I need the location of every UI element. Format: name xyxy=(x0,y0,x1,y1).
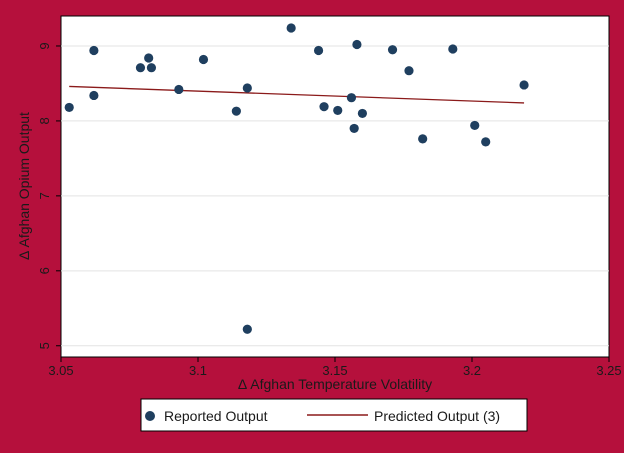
legend-marker-reported xyxy=(145,411,155,421)
legend: Reported Output Predicted Output (3) xyxy=(140,398,528,432)
y-axis: 5 6 7 8 9 xyxy=(37,42,61,349)
y-tick-label: 8 xyxy=(37,117,52,124)
reported-output-point xyxy=(519,80,529,90)
reported-output-point xyxy=(470,120,480,131)
reported-output-point xyxy=(404,66,414,76)
reported-output-point xyxy=(242,324,252,334)
reported-output-point xyxy=(357,108,367,119)
reported-output-point xyxy=(346,93,357,103)
predicted-output-line xyxy=(69,85,525,104)
reported-points-layer xyxy=(64,23,529,334)
x-tick-label: 3.15 xyxy=(322,363,347,378)
reported-output-point xyxy=(352,39,362,50)
reported-output-point xyxy=(319,102,329,112)
reported-output-point xyxy=(198,54,209,65)
reported-output-point xyxy=(135,63,146,73)
y-tick-label: 7 xyxy=(37,192,52,199)
reported-output-point xyxy=(349,123,359,134)
legend-label-predicted: Predicted Output (3) xyxy=(374,408,500,424)
reported-output-point xyxy=(418,134,428,144)
reported-output-point xyxy=(242,83,252,93)
reported-output-point xyxy=(231,106,241,116)
y-tick-label: 9 xyxy=(37,42,52,49)
y-tick-label: 6 xyxy=(37,267,52,274)
reported-output-point xyxy=(333,105,343,116)
reported-output-point xyxy=(89,45,99,56)
reported-output-point xyxy=(174,84,184,95)
reported-output-point xyxy=(387,45,398,55)
x-tick-label: 3.1 xyxy=(189,363,207,378)
reported-output-point xyxy=(313,45,324,56)
reported-output-point xyxy=(286,23,296,33)
x-axis-title: Δ Afghan Temperature Volatility xyxy=(238,376,432,392)
reported-output-point xyxy=(448,44,458,54)
legend-label-reported: Reported Output xyxy=(164,408,268,424)
reported-output-point xyxy=(481,137,491,147)
reported-output-point xyxy=(64,102,74,113)
plot-area xyxy=(60,15,610,358)
x-axis: 3.05 3.1 3.15 3.2 3.25 xyxy=(48,357,622,378)
reported-output-point xyxy=(144,53,154,63)
x-tick-label: 3.2 xyxy=(463,363,481,378)
y-tick-label: 5 xyxy=(37,342,52,349)
predicted-line-layer xyxy=(69,85,525,104)
x-tick-label: 3.25 xyxy=(596,363,621,378)
y-axis-title: Δ Afghan Opium Output xyxy=(16,112,32,260)
reported-output-point xyxy=(89,90,99,101)
gridlines xyxy=(61,45,609,347)
reported-output-point xyxy=(146,63,157,73)
x-tick-label: 3.05 xyxy=(48,363,73,378)
